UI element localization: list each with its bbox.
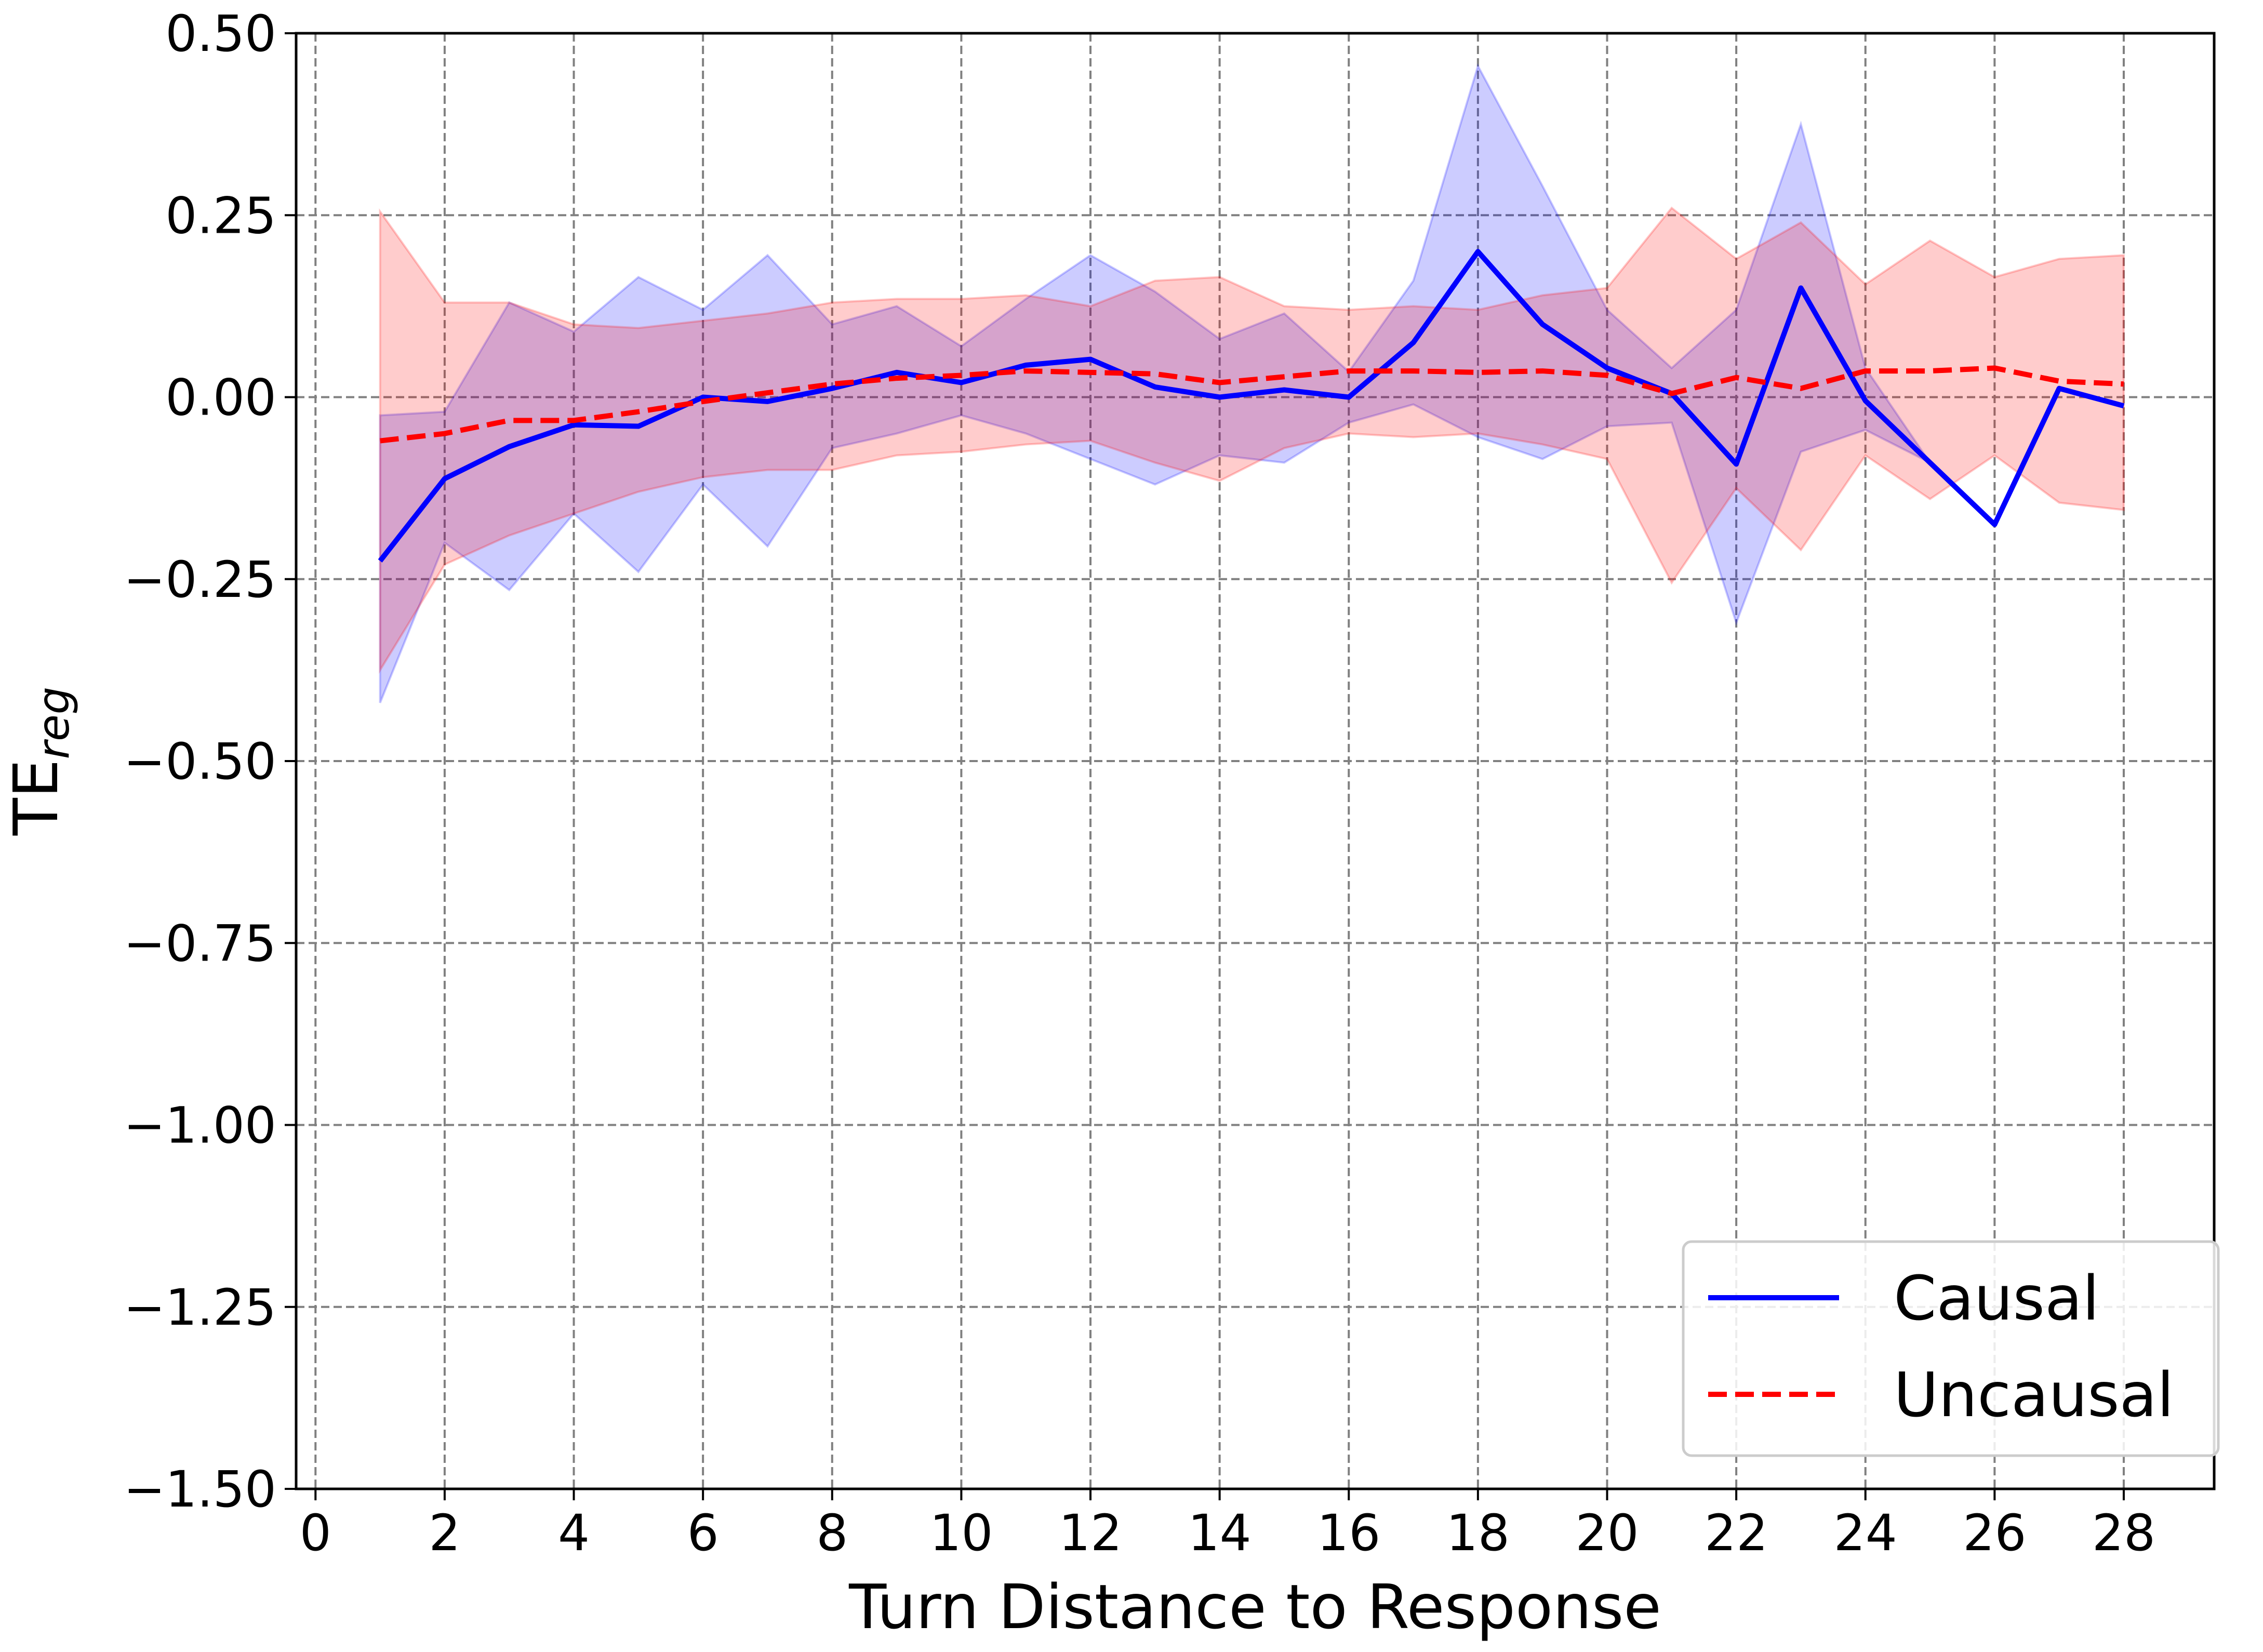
x-tick-label-13: 26 [1963,1504,2026,1562]
y-tick-label-2: 0.00 [165,369,276,427]
series-line-uncausal [380,365,2124,444]
y-axis-label-subscript: reg [28,687,79,760]
x-tick-label-1: 2 [429,1504,460,1562]
x-tick-label-12: 24 [1834,1504,1897,1562]
x-tick-label-3: 6 [687,1504,719,1562]
y-tick-label-7: −1.25 [124,1278,276,1337]
x-tick-label-4: 8 [816,1504,848,1562]
y-tick-label-3: −0.25 [124,551,276,609]
legend: Causal Uncausal [1682,1240,2220,1457]
y-axis-ticks: 0.50 0.25 0.00 −0.25 −0.50 −0.75 −1.00 −1.25 −1.… [124,5,296,1518]
x-tick-label-2: 4 [558,1504,590,1562]
x-tick-label-6: 12 [1059,1504,1122,1562]
y-tick-label-1: 0.25 [165,186,276,245]
series-lines [378,249,2125,563]
y-tick-label-6: −1.00 [124,1097,276,1155]
y-tick-label-4: −0.50 [124,732,276,791]
x-tick-label-0: 0 [300,1504,331,1562]
y-axis-label: TEreg [0,687,79,836]
x-tick-label-8: 16 [1317,1504,1380,1562]
x-tick-label-5: 10 [929,1504,993,1562]
x-tick-label-7: 14 [1188,1504,1252,1562]
grid [296,32,2214,1490]
legend-label-uncausal: Uncausal [1894,1359,2174,1431]
band-uncausal [379,206,2125,674]
series-line-causal [378,249,2125,563]
y-tick-label-5: −0.75 [124,914,276,972]
y-axis-label-main: TE [0,759,72,836]
y-tick-label-0: 0.50 [165,5,276,63]
y-tick-label-8: −1.50 [124,1460,276,1518]
x-tick-label-9: 18 [1446,1504,1510,1562]
legend-label-causal: Causal [1894,1262,2099,1334]
x-axis-ticks: 0 2 4 6 8 10 12 14 16 18 20 22 24 26 28 [300,1489,2155,1562]
x-axis-label: Turn Distance to Response [848,1571,1661,1643]
x-tick-label-11: 22 [1705,1504,1768,1562]
x-tick-label-14: 28 [2092,1504,2155,1562]
x-tick-label-10: 20 [1575,1504,1639,1562]
